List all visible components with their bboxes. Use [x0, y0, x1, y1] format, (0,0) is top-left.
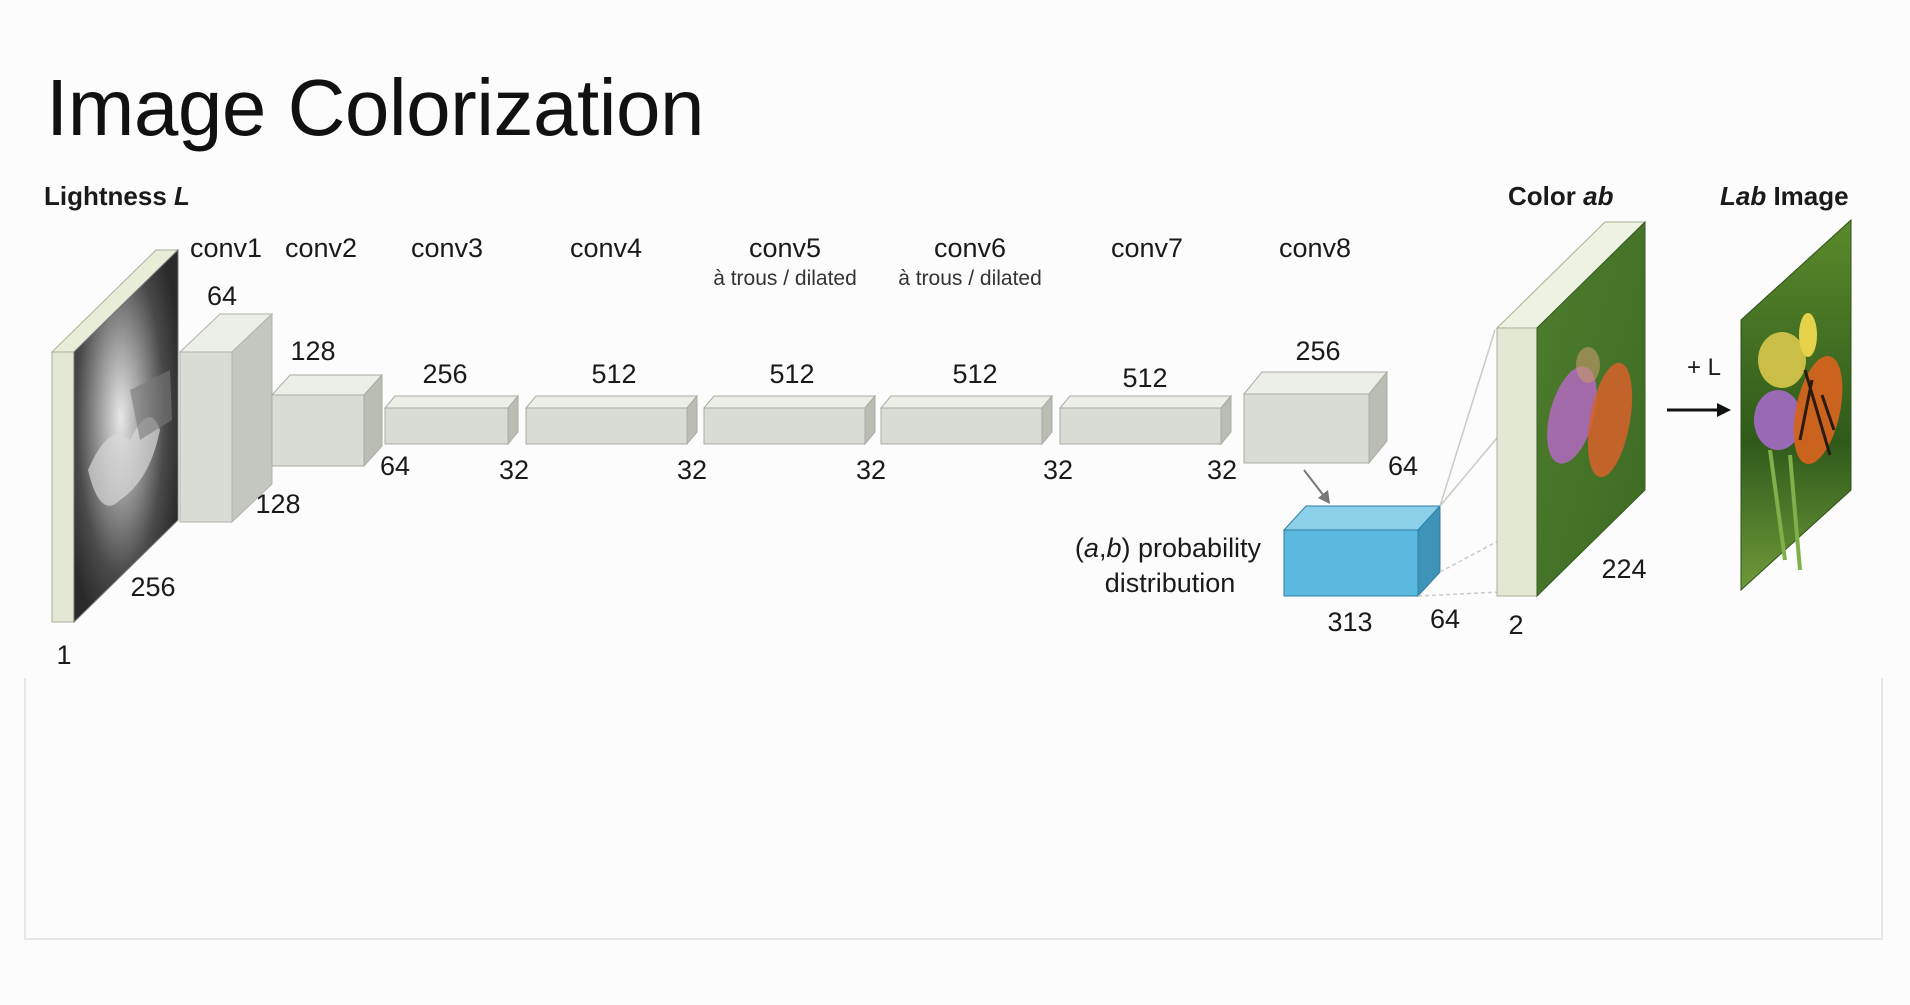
layer-note-conv6: à trous / dilated — [898, 267, 1042, 290]
lab-image-header: Lab Image — [1720, 181, 1849, 211]
dim-input-channels: 1 — [56, 640, 71, 670]
dim-conv1-channels: 64 — [207, 281, 237, 311]
layer-name-conv5: conv5 — [749, 233, 821, 263]
block-conv2 — [270, 373, 384, 468]
dim-ab-channels: 2 — [1508, 610, 1523, 640]
dim-conv5-channels: 512 — [769, 359, 814, 389]
color-ab-image — [1495, 220, 1647, 598]
block-conv1 — [178, 312, 274, 524]
plus-l-arrow — [1667, 403, 1731, 417]
layer-name-conv4: conv4 — [570, 233, 642, 263]
dim-conv3-size: 32 — [499, 455, 529, 485]
layer-note-conv5: à trous / dilated — [713, 267, 857, 290]
arrow-to-distribution — [1303, 469, 1330, 504]
layer-name-conv6: conv6 — [934, 233, 1006, 263]
layer-name-conv2: conv2 — [285, 233, 357, 263]
block-conv8 — [1242, 370, 1389, 465]
block-ab-distribution — [1282, 504, 1442, 598]
layer-name-conv3: conv3 — [411, 233, 483, 263]
dim-conv8-size: 64 — [1388, 451, 1418, 481]
color-ab-header: Color ab — [1508, 181, 1614, 211]
block-conv5 — [702, 394, 877, 446]
colorization-network-diagram: Lightness L Color ab Lab Image conv1 con… — [44, 181, 1852, 670]
lab-output-image — [1740, 218, 1852, 592]
slide-content-frame — [24, 678, 1883, 940]
dim-input-size: 256 — [130, 572, 175, 602]
dim-conv3-channels: 256 — [422, 359, 467, 389]
block-conv4 — [524, 394, 699, 446]
probability-label-line1: (a,b) probability — [1075, 533, 1262, 563]
dim-conv8-channels: 256 — [1295, 336, 1340, 366]
plus-l-label: + L — [1687, 354, 1721, 381]
layer-name-conv8: conv8 — [1279, 233, 1351, 263]
block-conv3 — [383, 394, 520, 446]
layer-name-conv1: conv1 — [190, 233, 262, 263]
probability-label-line2: distribution — [1105, 568, 1236, 598]
dim-conv6-channels: 512 — [952, 359, 997, 389]
block-conv6 — [879, 394, 1054, 446]
block-conv7 — [1058, 394, 1233, 446]
dim-conv7-size: 32 — [1207, 455, 1237, 485]
dim-conv2-channels: 128 — [290, 336, 335, 366]
layer-name-conv7: conv7 — [1111, 233, 1183, 263]
slide-title: Image Colorization — [46, 63, 705, 152]
dim-conv1-size: 128 — [255, 489, 300, 519]
dim-conv4-channels: 512 — [591, 359, 636, 389]
dim-distribution-size: 64 — [1430, 604, 1460, 634]
dim-distribution-channels: 313 — [1327, 607, 1372, 637]
dim-conv2-size: 64 — [380, 451, 410, 481]
dim-ab-size: 224 — [1601, 554, 1646, 584]
dim-conv6-size: 32 — [1043, 455, 1073, 485]
input-lightness-image — [50, 248, 180, 624]
dim-conv4-size: 32 — [677, 455, 707, 485]
dim-conv7-channels: 512 — [1122, 363, 1167, 393]
input-header: Lightness L — [44, 181, 190, 211]
dim-conv5-size: 32 — [856, 455, 886, 485]
